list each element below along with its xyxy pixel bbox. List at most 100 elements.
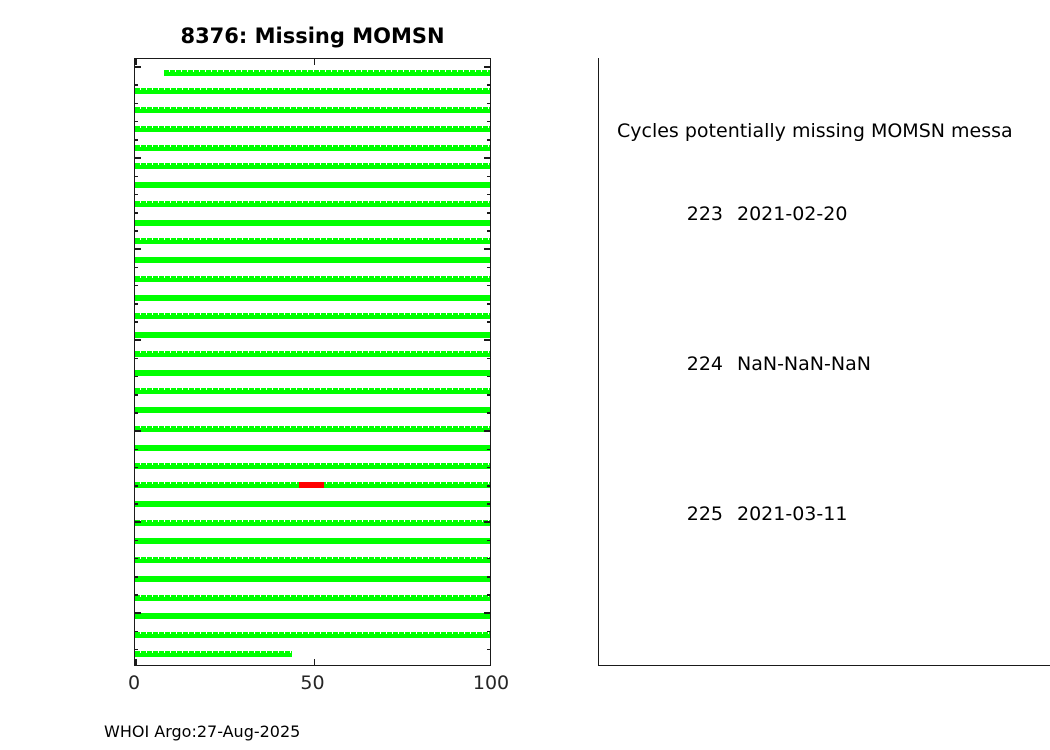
cycle-bar	[135, 294, 490, 301]
y-axis-minor-tick	[135, 139, 138, 141]
y-axis-tick	[484, 612, 490, 614]
y-axis-minor-tick	[135, 120, 138, 123]
cycle-bar	[135, 575, 490, 582]
missing-cycles-heading: Cycles potentially missing MOMSN messa	[617, 120, 1013, 142]
y-axis-minor-tick	[487, 393, 490, 396]
y-axis-minor-tick	[135, 84, 138, 87]
y-axis-minor-tick	[135, 284, 138, 287]
y-axis-minor-tick	[487, 630, 490, 633]
y-axis-minor-tick	[487, 503, 490, 505]
y-axis-minor-tick	[487, 321, 490, 323]
y-axis-minor-tick	[487, 102, 490, 105]
y-axis-minor-tick	[487, 84, 490, 87]
y-axis-minor-tick	[487, 284, 490, 287]
y-axis-tick	[135, 521, 141, 523]
y-axis-minor-tick	[135, 266, 138, 269]
cycle-bar	[135, 332, 490, 339]
missing-momsn-bar	[299, 482, 325, 489]
y-axis-tick	[484, 157, 490, 159]
y-axis-minor-tick	[135, 630, 138, 633]
y-axis-tick	[135, 66, 141, 68]
y-axis-minor-tick	[135, 193, 138, 196]
y-axis-minor-tick	[135, 357, 138, 360]
y-axis-minor-tick	[487, 193, 490, 196]
missing-cycle-row: 224 NaN-NaN-NaN	[599, 353, 1050, 379]
cycle-bar	[135, 125, 490, 132]
cycle-bar	[135, 519, 490, 526]
y-axis-minor-tick	[487, 448, 490, 451]
y-axis-minor-tick	[135, 302, 138, 305]
cycle-bar	[135, 388, 490, 395]
cycle-bar	[135, 500, 490, 507]
cycle-bar	[135, 444, 490, 451]
cycle-bar	[135, 313, 490, 320]
y-axis-minor-tick	[135, 503, 138, 505]
y-axis-tick	[135, 339, 141, 341]
y-axis-minor-tick	[135, 448, 138, 451]
x-axis-tick-label: 100	[472, 672, 510, 694]
plot-axes	[134, 58, 491, 666]
y-axis-minor-tick	[487, 557, 490, 560]
cycle-bar	[135, 275, 490, 282]
y-axis-tick	[135, 612, 141, 614]
cycle-number: 225	[686, 503, 723, 525]
cycle-number: 223	[686, 203, 723, 225]
x-axis-tick	[135, 659, 137, 665]
cycle-bar	[135, 369, 490, 376]
cycle-bar	[135, 463, 490, 470]
y-axis-tick	[484, 521, 490, 523]
cycle-bar	[135, 144, 490, 151]
cycle-bar	[135, 613, 490, 620]
y-axis-minor-tick	[487, 412, 490, 414]
cycle-bar	[135, 650, 293, 657]
y-axis-minor-tick	[487, 466, 490, 469]
missing-cycle-row: 223 2021-02-20	[599, 203, 1050, 229]
y-axis-minor-tick	[135, 466, 138, 469]
cycle-bar	[135, 425, 490, 432]
y-axis-minor-tick	[487, 648, 490, 651]
y-axis-minor-tick	[487, 266, 490, 269]
y-axis-minor-tick	[487, 302, 490, 305]
y-axis-minor-tick	[487, 575, 490, 578]
cycle-bar	[135, 632, 490, 639]
cycle-bar	[135, 407, 490, 414]
y-axis-minor-tick	[135, 539, 138, 542]
x-axis-tick	[313, 59, 316, 65]
cycle-bar	[135, 200, 490, 207]
x-axis-tick	[135, 59, 137, 65]
missing-cycle-row: 225 2021-03-11	[599, 503, 1050, 529]
y-axis-tick	[484, 66, 490, 68]
x-axis-tick-label: 50	[300, 672, 325, 694]
cycle-bar	[135, 107, 490, 114]
y-axis-minor-tick	[135, 484, 138, 487]
cycle-bar	[135, 350, 490, 357]
y-axis-minor-tick	[487, 539, 490, 542]
page-title: 8376: Missing MOMSN	[180, 24, 445, 48]
footer-credit: WHOI Argo:27-Aug-2025	[104, 722, 301, 741]
y-axis-minor-tick	[135, 375, 138, 378]
cycle-bar	[135, 219, 490, 226]
plot-data-layer	[135, 59, 490, 665]
cycle-number: 224	[686, 353, 723, 375]
y-axis-tick	[484, 339, 490, 341]
figure-panel: 8376: Missing MOMSN 05001000150020002500…	[104, 24, 510, 741]
y-axis-tick	[484, 430, 490, 432]
x-axis-tick	[313, 659, 316, 665]
cycle-bar	[135, 163, 490, 170]
cycle-bar	[135, 557, 490, 564]
y-axis-minor-tick	[487, 484, 490, 487]
cycle-bar	[135, 538, 490, 545]
cycle-bar	[135, 182, 490, 189]
missing-cycles-panel: Cycles potentially missing MOMSN messa 2…	[598, 58, 1050, 666]
y-axis-tick	[135, 430, 141, 432]
y-axis-tick	[484, 248, 490, 250]
cycle-bar	[135, 88, 490, 95]
y-axis-minor-tick	[487, 594, 490, 596]
y-axis-minor-tick	[487, 211, 490, 214]
y-axis-minor-tick	[487, 230, 490, 232]
cycle-date: NaN-NaN-NaN	[737, 353, 871, 375]
y-axis-minor-tick	[135, 321, 138, 323]
y-axis-minor-tick	[487, 375, 490, 378]
cycle-date: 2021-02-20	[737, 203, 848, 225]
cycle-bar	[135, 238, 490, 245]
